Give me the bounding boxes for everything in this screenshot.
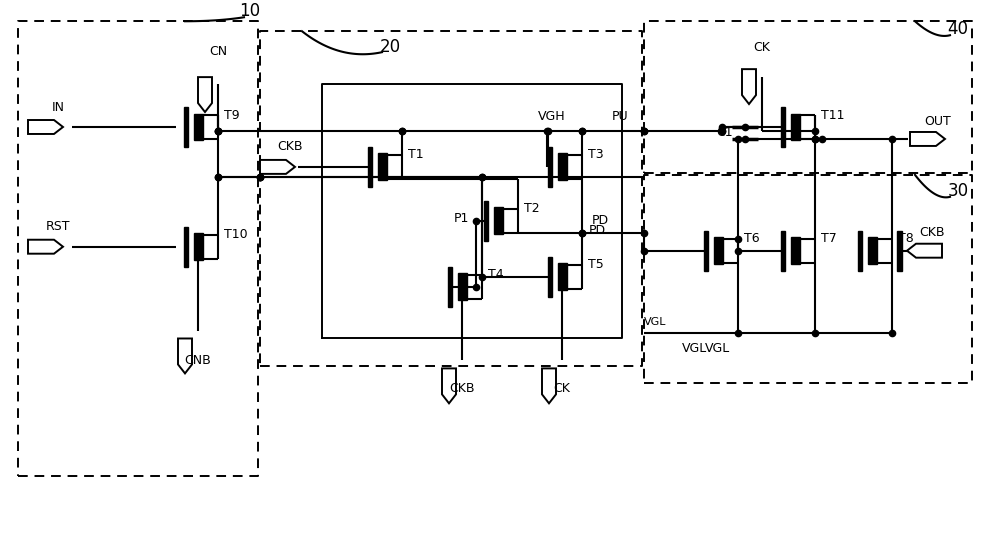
Polygon shape (558, 263, 566, 290)
Polygon shape (781, 231, 785, 271)
Polygon shape (868, 237, 876, 264)
Polygon shape (28, 120, 63, 134)
Text: T5: T5 (588, 258, 604, 271)
Text: CK: CK (554, 382, 570, 395)
Polygon shape (858, 231, 862, 271)
Text: C1: C1 (717, 126, 733, 139)
Polygon shape (194, 233, 202, 260)
Text: CNB: CNB (185, 354, 211, 367)
Text: CK: CK (754, 41, 770, 54)
Polygon shape (484, 201, 488, 240)
Text: PU: PU (612, 110, 628, 123)
Polygon shape (558, 153, 566, 180)
Text: VGL: VGL (644, 316, 666, 327)
Polygon shape (542, 369, 556, 404)
Text: 30: 30 (947, 182, 969, 200)
Text: T9: T9 (224, 109, 240, 122)
Polygon shape (548, 147, 552, 187)
Polygon shape (790, 237, 800, 264)
Text: CKB: CKB (449, 382, 475, 395)
Text: T8: T8 (898, 232, 914, 245)
Polygon shape (194, 114, 202, 140)
Text: T3: T3 (588, 148, 604, 161)
Polygon shape (704, 231, 708, 271)
Polygon shape (198, 77, 212, 112)
Polygon shape (458, 273, 466, 300)
Polygon shape (28, 240, 63, 254)
Polygon shape (178, 338, 192, 373)
Polygon shape (548, 257, 552, 296)
Text: 40: 40 (948, 20, 968, 38)
Polygon shape (442, 369, 456, 404)
Text: VGL: VGL (705, 342, 731, 355)
Polygon shape (714, 237, 722, 264)
Text: T10: T10 (224, 228, 248, 241)
Text: T4: T4 (488, 268, 504, 281)
Text: T11: T11 (821, 109, 845, 122)
Text: IN: IN (52, 101, 64, 114)
Text: T1: T1 (408, 148, 424, 161)
Text: VGH: VGH (538, 110, 566, 123)
Text: PD: PD (588, 224, 606, 237)
Text: OUT: OUT (925, 115, 951, 128)
Polygon shape (184, 226, 188, 267)
Polygon shape (494, 207, 503, 234)
Text: RST: RST (46, 220, 70, 233)
Polygon shape (907, 244, 942, 258)
Text: PD: PD (591, 214, 609, 227)
Polygon shape (260, 160, 295, 174)
Text: CN: CN (209, 45, 227, 58)
Text: P1: P1 (454, 213, 469, 225)
Polygon shape (910, 132, 945, 146)
Text: CKB: CKB (919, 226, 945, 239)
Polygon shape (448, 267, 452, 307)
Polygon shape (184, 107, 188, 147)
Text: T6: T6 (744, 232, 760, 245)
Polygon shape (378, 153, 386, 180)
Polygon shape (742, 69, 756, 104)
Polygon shape (790, 114, 800, 140)
Text: VGL: VGL (682, 342, 708, 355)
Text: CKB: CKB (277, 140, 303, 153)
Polygon shape (368, 147, 372, 187)
Text: 10: 10 (239, 2, 261, 20)
Text: T2: T2 (524, 202, 540, 215)
Text: 20: 20 (379, 38, 401, 56)
Text: T7: T7 (821, 232, 837, 245)
Polygon shape (781, 107, 785, 147)
Polygon shape (897, 231, 902, 271)
